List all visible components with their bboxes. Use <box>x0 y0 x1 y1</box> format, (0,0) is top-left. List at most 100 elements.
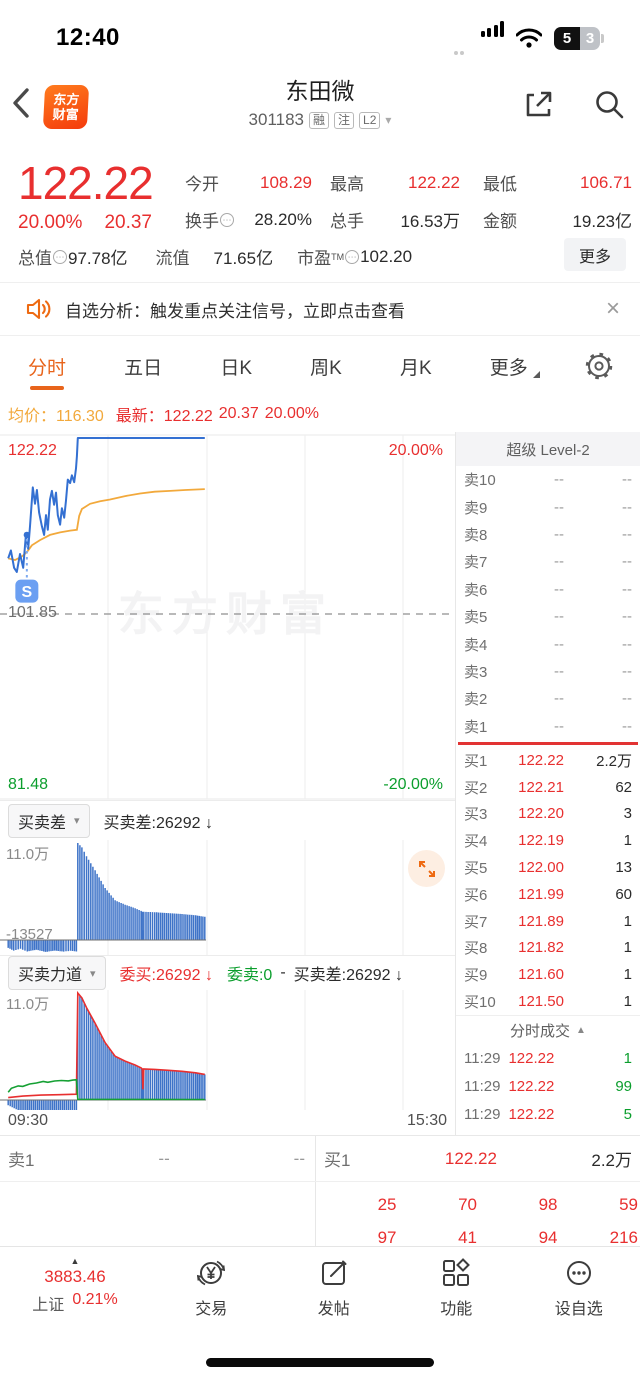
more-stats-button[interactable]: 更多 <box>564 238 626 271</box>
bid-row[interactable]: 买4 122.19 1 <box>464 832 632 851</box>
tick-row: 11:29 122.22 5 <box>464 1106 632 1124</box>
down-arrow-icon: ↓ <box>204 967 213 984</box>
level2-badge[interactable]: L2 <box>359 111 381 129</box>
y-min-label: 81.48 <box>8 776 49 793</box>
level2-title: 超级 Level-2 <box>456 432 640 466</box>
index-value: 3883.46 <box>44 1267 106 1286</box>
ask-row[interactable]: 卖10 -- -- <box>464 471 632 490</box>
nav-item-trade[interactable]: 交易 <box>150 1257 273 1319</box>
pe-value: 102.20 <box>360 246 413 266</box>
high-value: 122.22 <box>408 172 460 192</box>
scale-label: 11.0万 <box>6 996 50 1013</box>
ask-row[interactable]: 卖7 -- -- <box>464 553 632 572</box>
nav-item-index[interactable]: ▲ 3883.46 上证 0.21% <box>0 1257 150 1315</box>
indicator-selector[interactable]: 买卖力道 ▾ <box>8 956 106 990</box>
indicator-selector[interactable]: 买卖差 ▾ <box>8 803 90 838</box>
search-icon[interactable] <box>593 88 626 121</box>
grid-icon <box>440 1257 472 1289</box>
best-ask-row[interactable]: 卖1 -- -- <box>8 1148 305 1171</box>
ask-row[interactable]: 卖5 -- -- <box>464 608 632 627</box>
close-icon[interactable]: × <box>605 295 620 322</box>
latest-change: 20.37 <box>218 405 259 422</box>
header: 东方 财富 东田微 301183 融 注 L2 ▾ <box>0 62 640 150</box>
ask-row[interactable]: 卖2 -- -- <box>464 690 632 709</box>
stock-name: 东田微 <box>285 78 355 104</box>
trade-icon <box>195 1257 227 1289</box>
chevron-down-icon: ▾ <box>74 815 80 827</box>
bid-row[interactable]: 买6 121.99 60 <box>464 885 632 904</box>
bid-total: 委买:26292 <box>119 967 201 984</box>
tab-minute[interactable]: 分时 <box>26 339 68 394</box>
chevron-down-icon: ▾ <box>90 967 96 980</box>
sort-up-icon: ▲ <box>576 1024 586 1036</box>
back-button[interactable] <box>10 86 40 126</box>
level2-sell-rows: 卖10 -- -- 卖9 -- -- 卖8 -- -- 卖7 -- -- 卖6 -- -- 卖5 -- -- 卖4-… <box>456 466 640 740</box>
ask-row[interactable]: 卖1 -- -- <box>464 717 632 736</box>
bid-row[interactable]: 买5 122.00 13 <box>464 858 632 877</box>
bid-row[interactable]: 买10 121.50 1 <box>464 992 632 1011</box>
gear-icon[interactable] <box>584 351 614 381</box>
avg-price: 116.30 <box>56 408 104 425</box>
tab-5day[interactable]: 五日 <box>124 357 163 379</box>
down-arrow-icon: ↓ <box>204 814 213 832</box>
note-badge[interactable]: 注 <box>334 111 355 129</box>
analysis-banner[interactable]: 自选分析：触发重点关注信号，立即点击查看 × <box>0 282 640 336</box>
ask-row[interactable]: 卖3 -- -- <box>464 662 632 681</box>
clock: 12:40 <box>56 24 120 51</box>
bid-row[interactable]: 买1 122.22 2.2万 <box>464 751 632 770</box>
info-icon[interactable]: ⋯ <box>345 249 360 264</box>
pct-max-label: 20.00% <box>388 442 443 459</box>
quote-panel: 122.22 20.00% 20.37 今开 108.29 最高 122.22 最低… <box>0 150 640 282</box>
up-triangle-icon: ▲ <box>70 1256 80 1266</box>
ask-row[interactable]: 卖6 -- -- <box>464 580 632 599</box>
volume-value: 16.53万 <box>400 212 460 231</box>
session-end: 15:30 <box>406 1112 447 1129</box>
nav-item-post[interactable]: 发帖 <box>273 1257 396 1319</box>
stock-code: 301183 <box>248 110 305 129</box>
intraday-chart[interactable]: 东方财富 S 122.22 20.00% 101.85 81.48 -20.00% <box>0 432 455 800</box>
ask-row[interactable]: 卖9 -- -- <box>464 498 632 517</box>
info-icon[interactable]: ⋯ <box>220 212 234 227</box>
force-diff: 买卖差:26292 <box>293 967 391 984</box>
info-icon[interactable]: ⋯ <box>53 249 67 264</box>
banner-text: 自选分析：触发重点关注信号，立即点击查看 <box>65 301 405 321</box>
low-value: 106.71 <box>580 172 632 192</box>
bid-row[interactable]: 买2 122.21 62 <box>464 778 632 797</box>
queue-row: 25 70 98 59 <box>377 1194 638 1214</box>
floatcap-value: 71.65亿 <box>213 249 274 268</box>
amount-value: 19.23亿 <box>572 212 632 231</box>
book-divider <box>458 741 638 745</box>
volume-diff-value: 买卖差:26292 <box>103 814 201 832</box>
best-bid-row[interactable]: 买1 122.22 2.2万 <box>316 1136 640 1181</box>
ellipsis-circle-icon <box>563 1257 595 1289</box>
index-pct: 0.21% <box>72 1291 118 1308</box>
bid-row[interactable]: 买7 121.89 1 <box>464 912 632 931</box>
tab-daily[interactable]: 日K <box>220 357 252 379</box>
share-icon[interactable] <box>522 88 555 121</box>
session-start: 09:30 <box>8 1112 49 1129</box>
force-chart[interactable]: 11.0万 <box>0 990 455 1110</box>
ask-row[interactable]: 卖8 -- -- <box>464 525 632 544</box>
bid-row[interactable]: 买9 121.60 1 <box>464 966 632 985</box>
level2-buy-rows: 买1 122.22 2.2万 买2 122.21 62 买3 122.20 3 买4 122.19 1… <box>456 747 640 1015</box>
down-arrow-icon: ↓ <box>395 967 404 984</box>
bid-row[interactable]: 买3 122.20 3 <box>464 805 632 824</box>
nav-item-watchlist[interactable]: 设自选 <box>518 1257 640 1319</box>
tab-more[interactable]: 更多 <box>488 339 540 394</box>
bottom-nav: ▲ 3883.46 上证 0.21% 交易 发帖 功能 设自选 <box>0 1246 640 1340</box>
bid-row[interactable]: 买8 121.82 1 <box>464 939 632 958</box>
volume-diff-chart[interactable]: 11.0万 -13527 <box>0 840 455 955</box>
margin-badge[interactable]: 融 <box>309 111 330 129</box>
tick-row: 11:29 122.22 99 <box>464 1078 632 1096</box>
chevron-down-icon[interactable]: ▾ <box>385 113 392 127</box>
tick-list-header[interactable]: 分时成交 ▲ <box>456 1014 640 1045</box>
tab-monthly[interactable]: 月K <box>399 357 432 379</box>
nav-item-functions[interactable]: 功能 <box>395 1257 518 1319</box>
expand-icon[interactable] <box>408 850 445 887</box>
pct-min-label: -20.00% <box>383 776 443 793</box>
tab-weekly[interactable]: 周K <box>310 357 342 379</box>
force-header: 买卖力道 ▾ 委买:26292 ↓ 委卖:0 - 买卖差:26292 ↓ <box>0 955 455 990</box>
ask-row[interactable]: 卖4 -- -- <box>464 635 632 654</box>
